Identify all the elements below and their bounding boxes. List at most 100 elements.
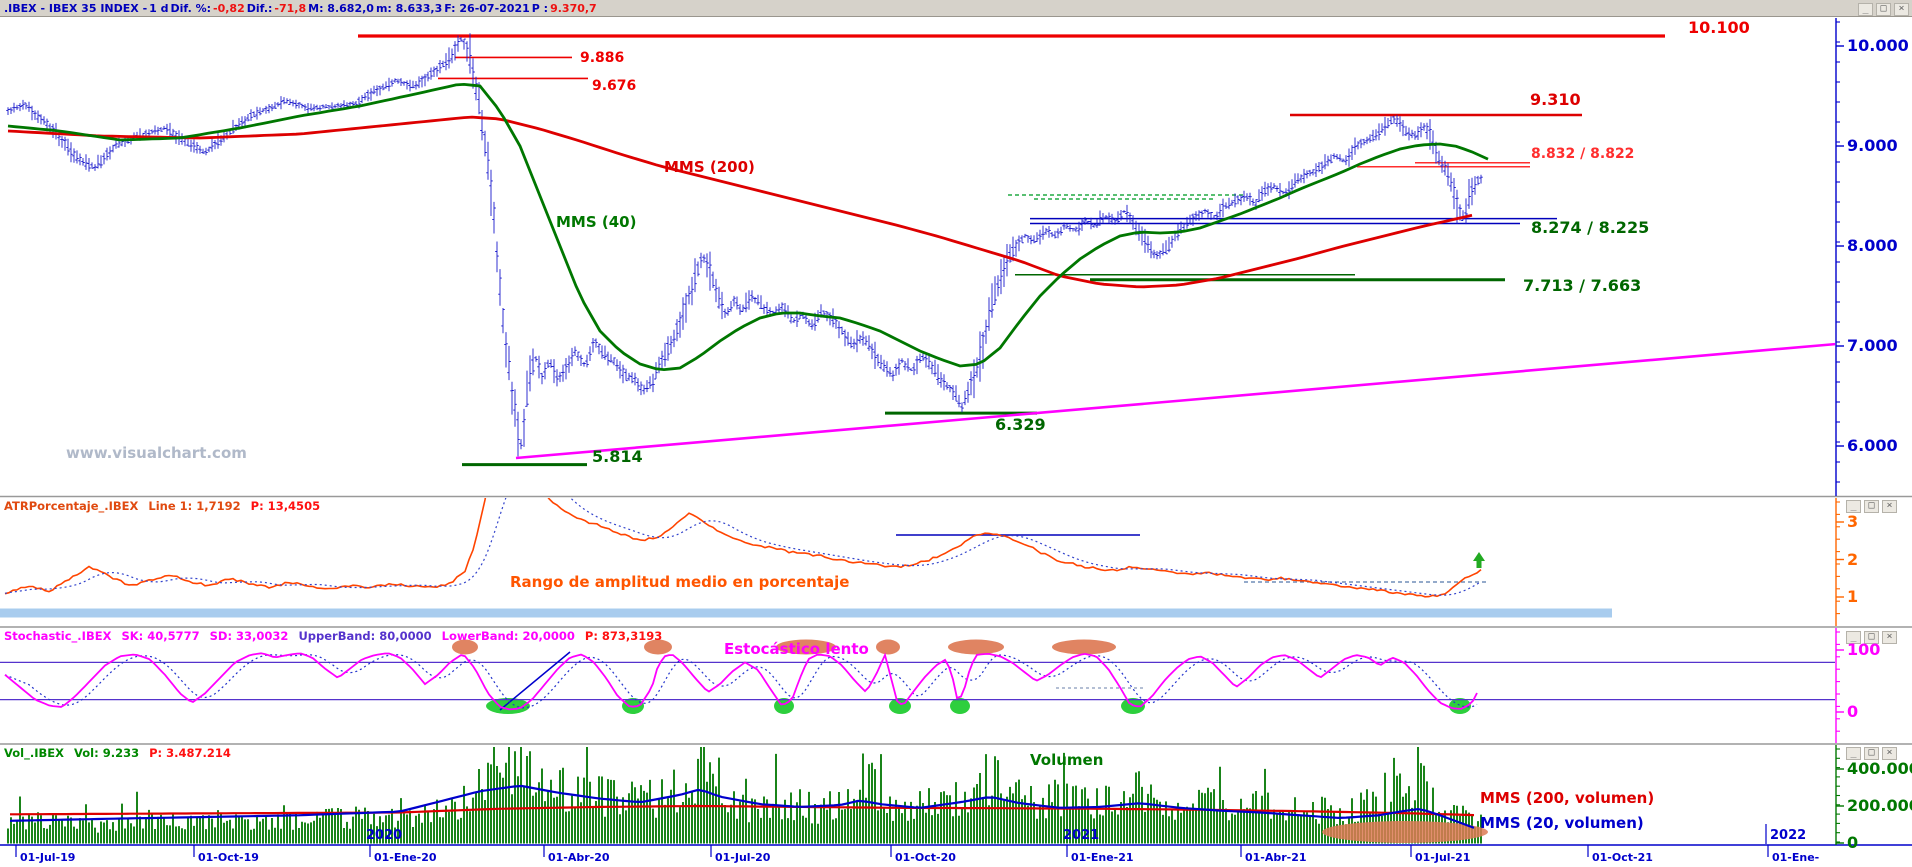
level-9886: 9.886	[580, 50, 625, 66]
year-label: 2022	[1770, 828, 1807, 843]
title-segment-2: Dif. %:	[170, 2, 212, 15]
volume-label: Volumen	[1030, 751, 1104, 769]
low-volume-highlight	[1322, 821, 1488, 843]
atr-panel-header-segment-2: P: 13,4505	[250, 499, 321, 513]
mms200-volume-line	[10, 804, 1475, 817]
level-10100: 10.100	[1688, 18, 1750, 37]
maximize-button[interactable]: □	[1864, 500, 1879, 513]
x-axis-label: 01-Oct-19	[198, 851, 259, 864]
ohlc-bars	[6, 33, 1483, 457]
volume-panel-header-segment-1: Vol: 9.233	[74, 746, 140, 760]
atr-annotation: Rango de amplitud medio en porcentaje	[510, 573, 850, 591]
atr-plot	[0, 498, 1612, 618]
mms200-line	[7, 115, 1473, 289]
level-7713-7663: 7.713 / 7.663	[1523, 276, 1642, 295]
title-segment-5: -71,8	[274, 2, 307, 15]
minimize-button[interactable]: _	[1846, 747, 1861, 760]
mms20-volume-line	[9, 784, 1475, 829]
title-segment-7: m: 8.633,3	[375, 2, 443, 15]
title-segment-3: -0,82	[213, 2, 245, 15]
stochastic-panel-header-segment-2: SD: 33,0032	[209, 629, 289, 643]
volume-panel-header: Vol_.IBEX Vol: 9.233 P: 3.487.214	[4, 746, 241, 760]
x-axis-label: 01-Jul-20	[715, 851, 771, 864]
minimize-button[interactable]: _	[1846, 500, 1861, 513]
stochastic-panel-header-segment-3: UpperBand: 80,0000	[298, 629, 432, 643]
panel-window-controls: _ □ ×	[1846, 631, 1897, 644]
atr-average-dotted-line	[4, 498, 1482, 596]
overbought-highlight	[948, 639, 1004, 655]
x-axis-label: 01-Abr-20	[548, 851, 610, 864]
up-arrow-icon	[1473, 552, 1485, 568]
title-segment-8: F: 26-07-2021	[444, 2, 530, 15]
oversold-highlight	[486, 698, 530, 714]
title-segment-4: Dif.:	[246, 2, 273, 15]
mms200-volume-label: MMS (200, volumen)	[1480, 789, 1655, 807]
y-axis-label: 3	[1847, 512, 1859, 531]
stochastic-sk-line	[4, 652, 1478, 711]
minimize-button[interactable]: _	[1858, 3, 1873, 16]
stochastic-panel-header-segment-1: SK: 40,5777	[121, 629, 200, 643]
year-label: 2021	[1063, 828, 1100, 843]
y-axis-label: 100	[1847, 640, 1881, 659]
y-axis-label: 9.000	[1847, 136, 1898, 155]
maximize-button[interactable]: □	[1876, 3, 1891, 16]
price-plot	[6, 33, 1835, 467]
level-9310: 9.310	[1530, 90, 1581, 109]
vol-plot	[7, 747, 1767, 844]
panel-window-controls: _ □ ×	[1846, 747, 1897, 760]
mms20-volume-label: MMS (20, volumen)	[1480, 814, 1644, 832]
y-axis-label: 7.000	[1847, 336, 1898, 355]
chart-info-bar: .IBEX - IBEX 35 INDEX -1 d Dif. %: -0,82 Di…	[0, 0, 1912, 17]
x-axis-label: 01-Jul-19	[20, 851, 76, 864]
y-axis-label: 0	[1847, 702, 1859, 721]
mms40-label: MMS (40)	[556, 213, 637, 231]
overbought-highlight	[876, 639, 900, 655]
y-axis-label: 1	[1847, 587, 1859, 606]
close-button[interactable]: ×	[1882, 631, 1897, 644]
y-axis-label: 10.000	[1847, 36, 1909, 55]
volume-bars	[7, 747, 1482, 844]
overbought-highlight	[644, 639, 672, 655]
year-label: 2020	[366, 828, 403, 843]
panel-window-controls: _ □ ×	[1858, 3, 1909, 16]
title-segment-10: 9.370,7	[550, 2, 597, 15]
level-6329: 6.329	[995, 415, 1046, 434]
atr-panel-header-segment-0: ATRPorcentaje_.IBEX	[4, 499, 139, 513]
overbought-highlight	[452, 639, 478, 655]
stochastic-panel-header-segment-4: LowerBand: 20,0000	[441, 629, 575, 643]
watermark: www.visualchart.com	[66, 444, 247, 462]
close-button[interactable]: ×	[1882, 747, 1897, 760]
stochastic-annotation: Estocástico lento	[724, 640, 869, 658]
close-button[interactable]: ×	[1894, 3, 1909, 16]
y-axis-label: 400.000	[1847, 759, 1912, 778]
overbought-highlight	[1052, 639, 1116, 655]
stochastic-panel-header: Stochastic_.IBEX SK: 40,5777 SD: 33,0032 Up…	[4, 629, 672, 643]
mms40-line	[7, 82, 1489, 372]
level-8832-8822: 8.832 / 8.822	[1531, 146, 1635, 162]
minimize-button[interactable]: _	[1846, 631, 1861, 644]
stochastic-panel-header-segment-5: P: 873,3193	[584, 629, 663, 643]
title-segment-0: .IBEX - IBEX 35 INDEX -	[4, 2, 148, 15]
maximize-button[interactable]: □	[1864, 747, 1879, 760]
oversold-highlight	[950, 698, 970, 714]
atr-panel-header-segment-1: Line 1: 1,7192	[148, 499, 241, 513]
atr-panel-header: ATRPorcentaje_.IBEX Line 1: 1,7192 P: 13,4…	[4, 499, 330, 513]
x-axis-label: 01-Abr-21	[1245, 851, 1307, 864]
volume-panel-header-segment-0: Vol_.IBEX	[4, 746, 64, 760]
title-segment-9: P :	[531, 2, 549, 15]
volume-panel-header-segment-2: P: 3.487.214	[149, 746, 231, 760]
mms200-label: MMS (200)	[664, 158, 755, 176]
y-axis-label: 6.000	[1847, 436, 1898, 455]
atr-line	[4, 498, 1482, 598]
maximize-button[interactable]: □	[1864, 631, 1879, 644]
panel-window-controls: _ □ ×	[1846, 500, 1897, 513]
y-axis-label: 200.000	[1847, 796, 1912, 815]
x-axis-label: 01-Jul-21	[1415, 851, 1471, 864]
title-segment-1: 1 d	[149, 2, 169, 15]
level-8274-8225: 8.274 / 8.225	[1531, 218, 1650, 237]
overbought-highlight	[776, 639, 836, 655]
close-button[interactable]: ×	[1882, 500, 1897, 513]
y-axis-label: 0	[1847, 833, 1859, 852]
